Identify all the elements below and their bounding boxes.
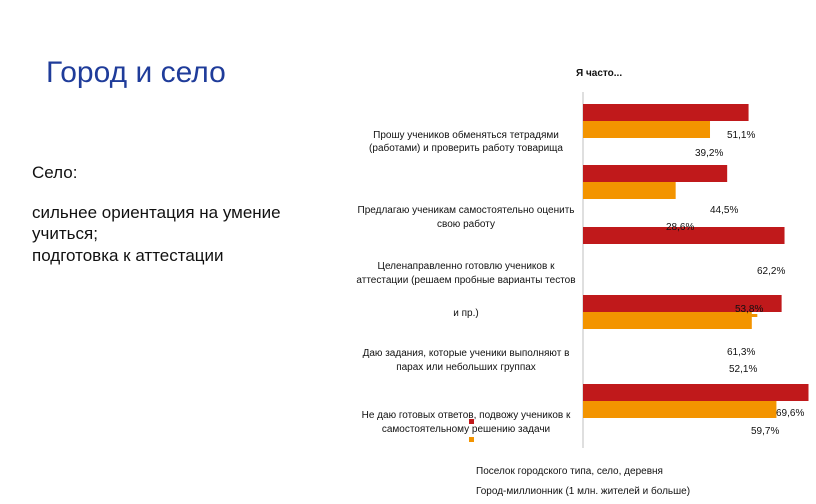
category-label: Даю задания, которые ученики выполняют в	[363, 348, 570, 359]
legend-marker	[469, 419, 474, 424]
chart-title: Я часто...	[576, 68, 622, 79]
value-label: 62,2%	[757, 266, 785, 277]
bar-3-series-1	[583, 227, 785, 244]
value-label: 53,8%	[735, 304, 763, 315]
value-label: 51,1%	[727, 130, 755, 141]
category-label: и пр.)	[453, 308, 478, 319]
bar-2-series-2	[583, 182, 676, 199]
slide-point-3: подготовка к аттестации	[32, 246, 224, 265]
category-label: аттестации (решаем пробные варианты тест…	[356, 274, 575, 286]
value-label: 28,6%	[666, 222, 694, 233]
value-label: 61,3%	[727, 347, 755, 358]
category-label: Целенаправленно готовлю учеников к	[378, 261, 556, 272]
slide-point-1: сильнее ориентация на умение	[32, 203, 281, 222]
value-label: 52,1%	[729, 364, 757, 375]
category-label: Предлагаю ученикам самостоятельно оценит…	[358, 205, 575, 216]
bar-2-series-1	[583, 165, 728, 182]
value-label: 44,5%	[710, 205, 738, 216]
category-label: Прошу учеников обменяться тетрадями	[373, 129, 559, 141]
legend-marker	[469, 437, 474, 442]
slide-subtitle: Село:	[32, 163, 78, 182]
category-label: самостоятельному решению задачи	[382, 424, 550, 435]
category-label: парах или небольших группах	[396, 361, 536, 373]
category-label: свою работу	[437, 218, 495, 230]
bar-4-series-1	[583, 295, 782, 312]
legend-label: Город-миллионник (1 млн. жителей и больш…	[476, 485, 690, 497]
legend-label: Поселок городского типа, село, деревня	[476, 466, 663, 477]
bar-5-series-1	[583, 384, 809, 401]
value-label: 69,6%	[776, 408, 804, 419]
slide-point-2: учиться;	[32, 224, 98, 243]
slide-title: Город и село	[46, 56, 226, 89]
value-label: 39,2%	[695, 148, 723, 159]
bar-5-series-2	[583, 401, 777, 418]
value-label: 59,7%	[751, 426, 779, 437]
bar-4-series-2	[583, 312, 752, 329]
bar-1-series-1	[583, 104, 749, 121]
category-label: (работами) и проверить работу товарища	[369, 142, 563, 154]
bar-1-series-2	[583, 121, 711, 138]
category-label: Не даю готовых ответов, подвожу учеников…	[362, 410, 571, 421]
